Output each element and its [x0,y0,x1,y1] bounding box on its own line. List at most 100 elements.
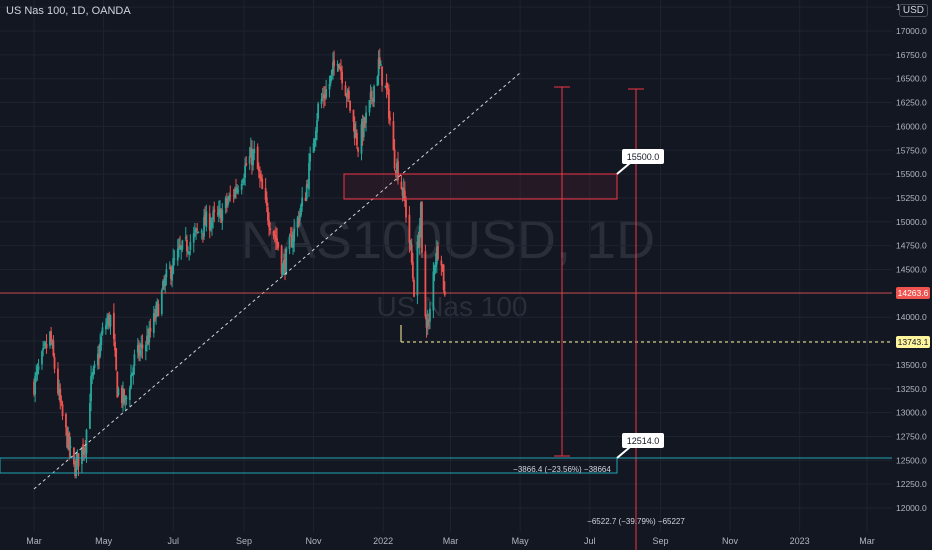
candle-body [187,251,189,253]
candle-body [117,388,120,396]
candle-body [386,88,389,90]
candle-body [285,248,288,275]
candle-body [227,201,229,206]
x-tick-label: 2022 [373,536,393,546]
candle-body [184,237,187,239]
candle-body [120,387,123,404]
candle-body [93,364,96,368]
candle-body [329,75,332,84]
candle-body [146,335,148,344]
candle-body [138,345,140,356]
candle-body [57,368,59,394]
candle-body [92,368,95,376]
candle-body [333,60,336,67]
candle-body [225,198,228,205]
currency-selector[interactable]: USD [898,4,928,17]
candle-body [60,402,63,404]
candle-body [370,90,373,99]
candle-body [195,228,197,233]
candle-body [186,239,188,252]
candle-body [424,251,427,317]
candle-body [123,389,126,404]
candle-body [213,209,216,213]
candle-body [419,202,422,229]
supply-zone[interactable] [343,173,618,200]
candle-body [75,459,78,476]
candle-body [235,188,237,192]
candle-body [264,188,267,200]
candle-body [325,89,328,98]
candle-body [51,342,54,346]
candle-body [53,356,56,369]
candle-body [139,349,142,355]
y-tick-label: 15250.0 [896,193,927,203]
candle-body [90,375,92,402]
candle-body [372,98,374,102]
candle-body [293,228,296,242]
candle-body [73,447,75,465]
candle-body [362,117,365,137]
candle-body [352,109,355,122]
candle-body [384,85,387,88]
candle-body [69,446,72,448]
candle-body [259,173,261,178]
candle-body [115,348,118,370]
y-tick-label: 15000.0 [896,217,927,227]
candle-body [66,427,68,448]
candle-body [283,260,285,268]
candle-body [200,230,203,233]
candle-body [133,354,136,366]
y-tick-label: 16250.0 [896,98,927,108]
candle-body [220,210,223,223]
candle-body [240,183,243,190]
x-tick-label: Jul [167,536,179,546]
candle-body [394,170,397,173]
candle-body [109,315,112,327]
candle-body [338,67,341,70]
candle-body [189,241,192,251]
candle-body [296,217,299,228]
candle-body [273,234,276,237]
candle-body [395,162,398,173]
candle-body [256,146,259,170]
candle-body [320,99,323,105]
candle-body [369,92,372,99]
candle-body [425,318,428,328]
candle-body [397,160,399,181]
candle-body [107,316,110,325]
candle-body [76,453,79,461]
candle-body [376,76,379,86]
candle-body [44,342,47,346]
candle-body [332,62,334,73]
candle-body [192,233,195,243]
candle-body [41,351,43,365]
candle-body [426,319,429,326]
candle-body [228,195,231,200]
trendline[interactable] [33,72,521,490]
candle-body [196,228,199,231]
candle-body [34,375,37,395]
candle-body [59,388,62,403]
candle-body [378,57,381,66]
y-tick-label: 13000.0 [896,408,927,418]
candle-body [201,233,204,235]
candle-body [298,213,301,221]
x-tick-label: May [95,536,113,546]
candle-body [229,195,232,197]
target-box[interactable] [0,457,618,474]
candle-body [429,308,431,322]
candle-body [421,202,423,253]
candle-body [35,371,38,376]
drawings-layer: 15500.0 12514.0 −3866.4 (−23.56%) −38664… [0,72,892,550]
candle-body [236,188,239,193]
candle-body [114,341,116,351]
candle-body [163,283,165,285]
candle-body [45,344,48,349]
candle-body [245,163,248,166]
candle-body [77,453,80,467]
candle-body [249,148,252,158]
y-tick-label: 12250.0 [896,479,927,489]
candle-body [341,71,343,84]
